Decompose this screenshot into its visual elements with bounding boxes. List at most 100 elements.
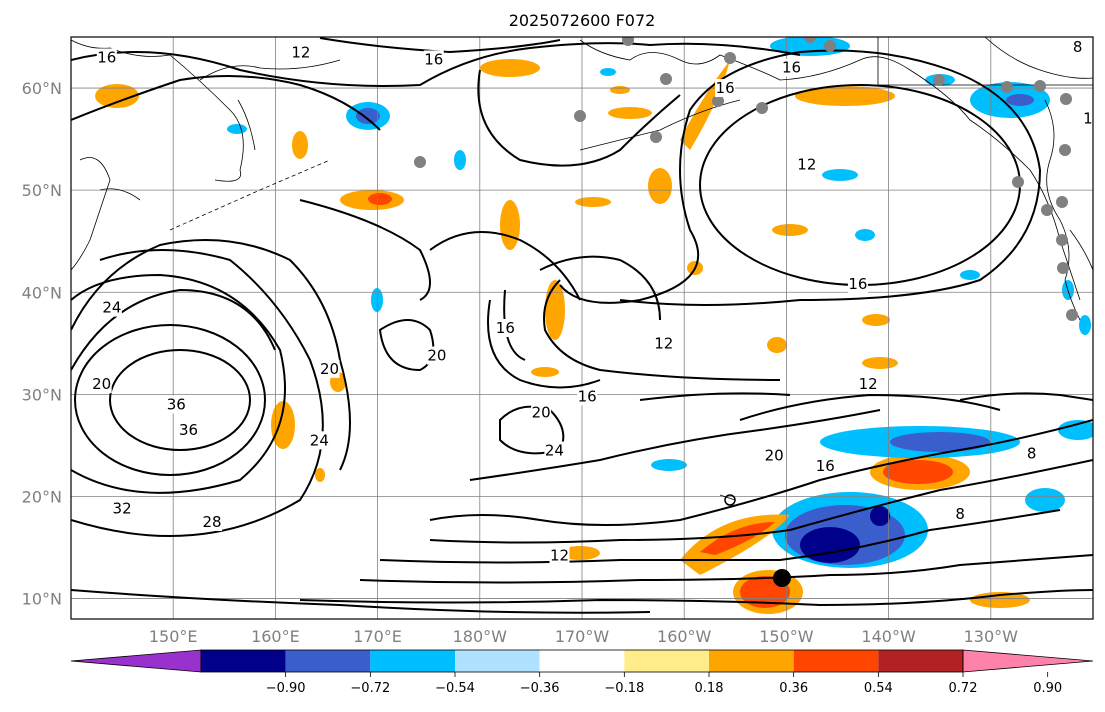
lat-tick-label: 60°N	[22, 79, 62, 98]
contour-label-bg	[577, 387, 598, 406]
contour-16	[543, 279, 781, 381]
contour-20	[429, 231, 581, 301]
lon-tick-label: 170°E	[353, 627, 402, 646]
contour-label: 12	[550, 547, 569, 565]
colorbar-outline	[200, 649, 964, 673]
contour-24	[71, 239, 351, 471]
contour-label: 8	[1073, 38, 1083, 56]
contour-16	[319, 37, 561, 54]
lon-tick-label: 150°E	[149, 627, 198, 646]
contour-label: 24	[102, 299, 121, 317]
contour-label: 24	[310, 431, 329, 449]
colorbar-segment	[285, 650, 371, 672]
station-markers	[414, 37, 1078, 321]
colorbar-segment	[878, 650, 963, 672]
lon-tick-label: 160°W	[657, 627, 712, 646]
contour-36	[109, 349, 251, 451]
contour-label: 16	[97, 48, 116, 66]
contour-12	[429, 459, 1093, 544]
island-marker	[724, 494, 736, 506]
contour-label-bg	[858, 375, 879, 394]
contour-label: 36	[167, 396, 186, 414]
contour-20	[71, 288, 276, 371]
longitude-labels: 150°E 160°E 170°E 180°W 170°W 160°W 150°W 140°W…	[149, 627, 1018, 646]
contour-label-bg	[954, 504, 967, 523]
contour-24	[71, 249, 324, 537]
colorbar-tick-label: 0.36	[779, 681, 808, 696]
contour-label-bg	[178, 421, 199, 440]
contour-12	[71, 42, 801, 87]
map-title: 2025072600 F072	[509, 11, 656, 30]
contour-16	[429, 419, 1093, 526]
colorbar-tick-label: 0.72	[949, 681, 978, 696]
map-frame	[70, 36, 1094, 620]
lat-tick-label: 20°N	[22, 487, 62, 506]
contour-label: 20	[92, 375, 111, 393]
colorbar-segment	[793, 650, 879, 672]
contour-label-bg	[112, 499, 133, 518]
colorbar-tick-label: −0.72	[350, 681, 390, 696]
contour-label-bg	[202, 513, 223, 531]
contour-label: 8	[1027, 445, 1037, 463]
contour-label-bg	[309, 431, 330, 450]
contour-label-bg	[544, 441, 565, 460]
contour-label-bg	[495, 319, 516, 337]
contour-label-bg	[653, 334, 674, 353]
contour-label: 12	[654, 334, 673, 352]
contour-label: 16	[424, 50, 443, 68]
colorbar-segment	[709, 650, 794, 672]
colorbar-segment	[624, 650, 709, 672]
contour-24	[299, 589, 1093, 607]
colorbar-tick-label: −0.54	[435, 681, 475, 696]
contour-label-bg	[531, 403, 552, 422]
contour-20	[639, 392, 791, 401]
contour-label: 16	[782, 59, 801, 77]
contour-label-bg	[815, 456, 836, 475]
colorbar-segment	[455, 650, 540, 672]
shade-negative-deep	[800, 527, 860, 563]
contour-label-bg	[796, 155, 817, 174]
contour-label: 8	[955, 505, 965, 523]
latitude-labels: 10°N 20°N 30°N 40°N 50°N 60°N	[22, 79, 62, 609]
lon-tick-label: 170°W	[555, 627, 610, 646]
shade-negative-mid	[1025, 488, 1065, 512]
contour-label-bg	[847, 275, 868, 294]
contour-label: 32	[113, 500, 132, 518]
contour-28	[71, 273, 286, 494]
contour-label-bg	[101, 298, 122, 317]
contour-label-bg	[1025, 444, 1038, 463]
contour-label: 28	[202, 513, 221, 531]
contour-label: 20	[532, 404, 551, 422]
contour-8	[379, 509, 1061, 564]
contour-label: 16	[578, 387, 597, 405]
lon-tick-label: 160°E	[251, 627, 300, 646]
lat-tick-label: 50°N	[22, 181, 62, 200]
contour-label: 20	[320, 360, 339, 378]
contour-28	[71, 589, 651, 614]
colorbar-segment	[370, 650, 455, 672]
contour-label-bg	[1071, 38, 1084, 57]
contour-label-bg	[426, 346, 447, 365]
contour-label: 12	[291, 43, 310, 61]
contour-24	[499, 405, 565, 455]
lat-tick-label: 40°N	[22, 283, 62, 302]
contour-12	[539, 255, 661, 321]
colorbar-tick-label: −0.36	[520, 681, 560, 696]
contour-label: 16	[716, 79, 735, 97]
contour-label: 36	[179, 421, 198, 439]
shade-negative-mid	[1058, 420, 1093, 440]
contour-label: 16	[496, 319, 515, 337]
contour-20	[299, 199, 431, 301]
contour-label-bg	[715, 79, 736, 98]
colorbar-tick-label: 0.90	[1033, 681, 1062, 696]
colorbar-segment	[539, 650, 625, 672]
colorbar-tick-label: −0.18	[604, 681, 644, 696]
contour-16	[359, 554, 1093, 584]
contour-label: 12	[797, 156, 816, 174]
shade-negative-deep	[870, 506, 890, 526]
contour-label: 16	[848, 275, 867, 293]
shade-positive-strong	[700, 522, 775, 555]
contour-label-bg	[96, 48, 117, 67]
colorbar-extend-high	[962, 649, 1094, 673]
